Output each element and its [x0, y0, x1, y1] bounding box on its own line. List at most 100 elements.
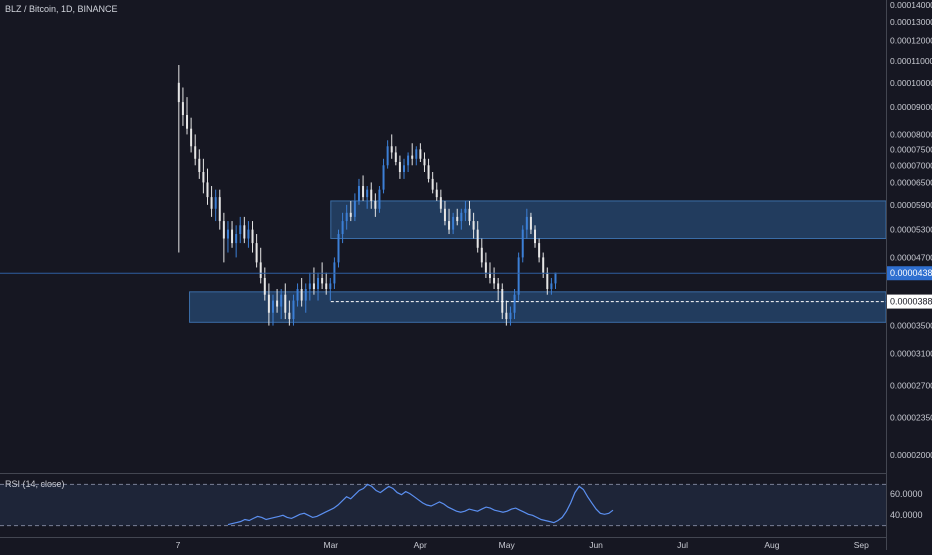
price-tick-label: 0.00008000 — [890, 129, 932, 139]
time-tick-label: Mar — [323, 540, 338, 550]
candle-body — [235, 234, 238, 244]
candle-body — [304, 288, 307, 301]
candle-body — [390, 146, 393, 153]
price-tick-label: 0.00011000 — [890, 56, 932, 66]
price-tick-label: 0.00004700 — [890, 252, 932, 262]
candle-body — [247, 229, 250, 239]
candle-body — [546, 272, 549, 289]
candle-body — [276, 300, 279, 307]
candle-body — [226, 229, 229, 239]
candle-body — [210, 197, 213, 209]
candle-body — [501, 288, 504, 313]
price-tick-label: 0.00007500 — [890, 144, 932, 154]
candle-body — [271, 300, 274, 313]
price-tick-label: 0.00003100 — [890, 349, 932, 359]
price-tick-label: 0.00010000 — [890, 78, 932, 88]
candle-body — [497, 283, 500, 289]
time-axis[interactable]: 7MarAprMayJunJulAugSepOct — [176, 540, 932, 550]
candle-body — [411, 155, 414, 159]
candle-body — [521, 229, 524, 258]
price-axis[interactable]: 0.00014000 0.00013000 0.00012000 0.00011000… — [890, 0, 932, 460]
candle-body — [419, 149, 422, 159]
candle-body — [472, 221, 475, 230]
candle-body — [317, 277, 320, 289]
price-tick-label: 0.00013000 — [890, 17, 932, 27]
candle-body — [435, 189, 438, 198]
candle-body — [186, 115, 189, 129]
candle-body — [345, 212, 348, 222]
candle-body — [542, 257, 545, 273]
candle-body — [263, 277, 266, 295]
price-tick-label: 0.00002350 — [890, 413, 932, 423]
candle-body — [366, 189, 369, 198]
candle-body — [423, 158, 426, 166]
candle-body — [292, 300, 295, 320]
rsi-tick-40: 40.0000 — [890, 510, 923, 520]
price-tick-label: 0.00014000 — [890, 0, 932, 10]
candle-body — [280, 294, 283, 307]
price-tick-label: 0.00003500 — [890, 321, 932, 331]
candle-body — [214, 197, 217, 209]
candles-layer — [177, 65, 557, 326]
candle-body — [251, 229, 254, 244]
price-tick-label: 0.00007000 — [890, 160, 932, 170]
candle-body — [337, 234, 340, 263]
candle-body — [353, 200, 356, 217]
candle-body — [550, 283, 553, 289]
candle-body — [341, 221, 344, 235]
time-tick-label: May — [499, 540, 516, 550]
time-tick-label: Aug — [764, 540, 779, 550]
candle-body — [267, 294, 270, 313]
candle-body — [484, 262, 487, 273]
candle-body — [468, 208, 471, 222]
candle-body — [349, 212, 352, 217]
candle-body — [509, 312, 512, 320]
candle-body — [394, 152, 397, 163]
time-tick-label: 7 — [176, 540, 181, 550]
candle-body — [239, 225, 242, 235]
candle-body — [194, 146, 197, 159]
candle-body — [525, 216, 528, 230]
candle-body — [206, 182, 209, 198]
price-tick-label: 0.00002700 — [890, 381, 932, 391]
candle-body — [222, 221, 225, 239]
candle-body — [407, 155, 410, 166]
rsi-tick-60: 60.0000 — [890, 489, 923, 499]
candle-body — [321, 277, 324, 284]
price-tick-label: 0.00006500 — [890, 177, 932, 187]
candle-body — [288, 312, 291, 320]
chart-title: BLZ / Bitcoin, 1D, BINANCE — [5, 4, 118, 14]
time-tick-label: Jun — [589, 540, 603, 550]
price-tick-label: 0.00009000 — [890, 102, 932, 112]
candle-body — [374, 200, 377, 209]
candle-body — [370, 189, 373, 201]
candle-body — [325, 283, 328, 289]
price-tick-label: 0.00002000 — [890, 450, 932, 460]
candle-body — [403, 165, 406, 172]
rsi-line — [227, 483, 614, 526]
candle-body — [231, 229, 234, 244]
candle-body — [177, 82, 180, 103]
candle-body — [439, 197, 442, 209]
candle-body — [218, 197, 221, 222]
candle-body — [443, 208, 446, 222]
time-tick-label: Sep — [854, 540, 869, 550]
candle-body — [488, 272, 491, 278]
candle-body — [382, 165, 385, 190]
candle-body — [284, 294, 287, 313]
candle-body — [529, 216, 532, 230]
rsi-label: RSI (14, close) — [5, 479, 65, 489]
candle-body — [517, 257, 520, 295]
candle-body — [456, 216, 459, 222]
candle-body — [534, 229, 537, 244]
candle-body — [202, 171, 205, 183]
candle-body — [431, 178, 434, 190]
candle-body — [362, 186, 365, 198]
price-tick-label: 0.00005900 — [890, 200, 932, 210]
candle-body — [329, 283, 332, 289]
candle-body — [296, 288, 299, 301]
candle-body — [181, 102, 184, 116]
